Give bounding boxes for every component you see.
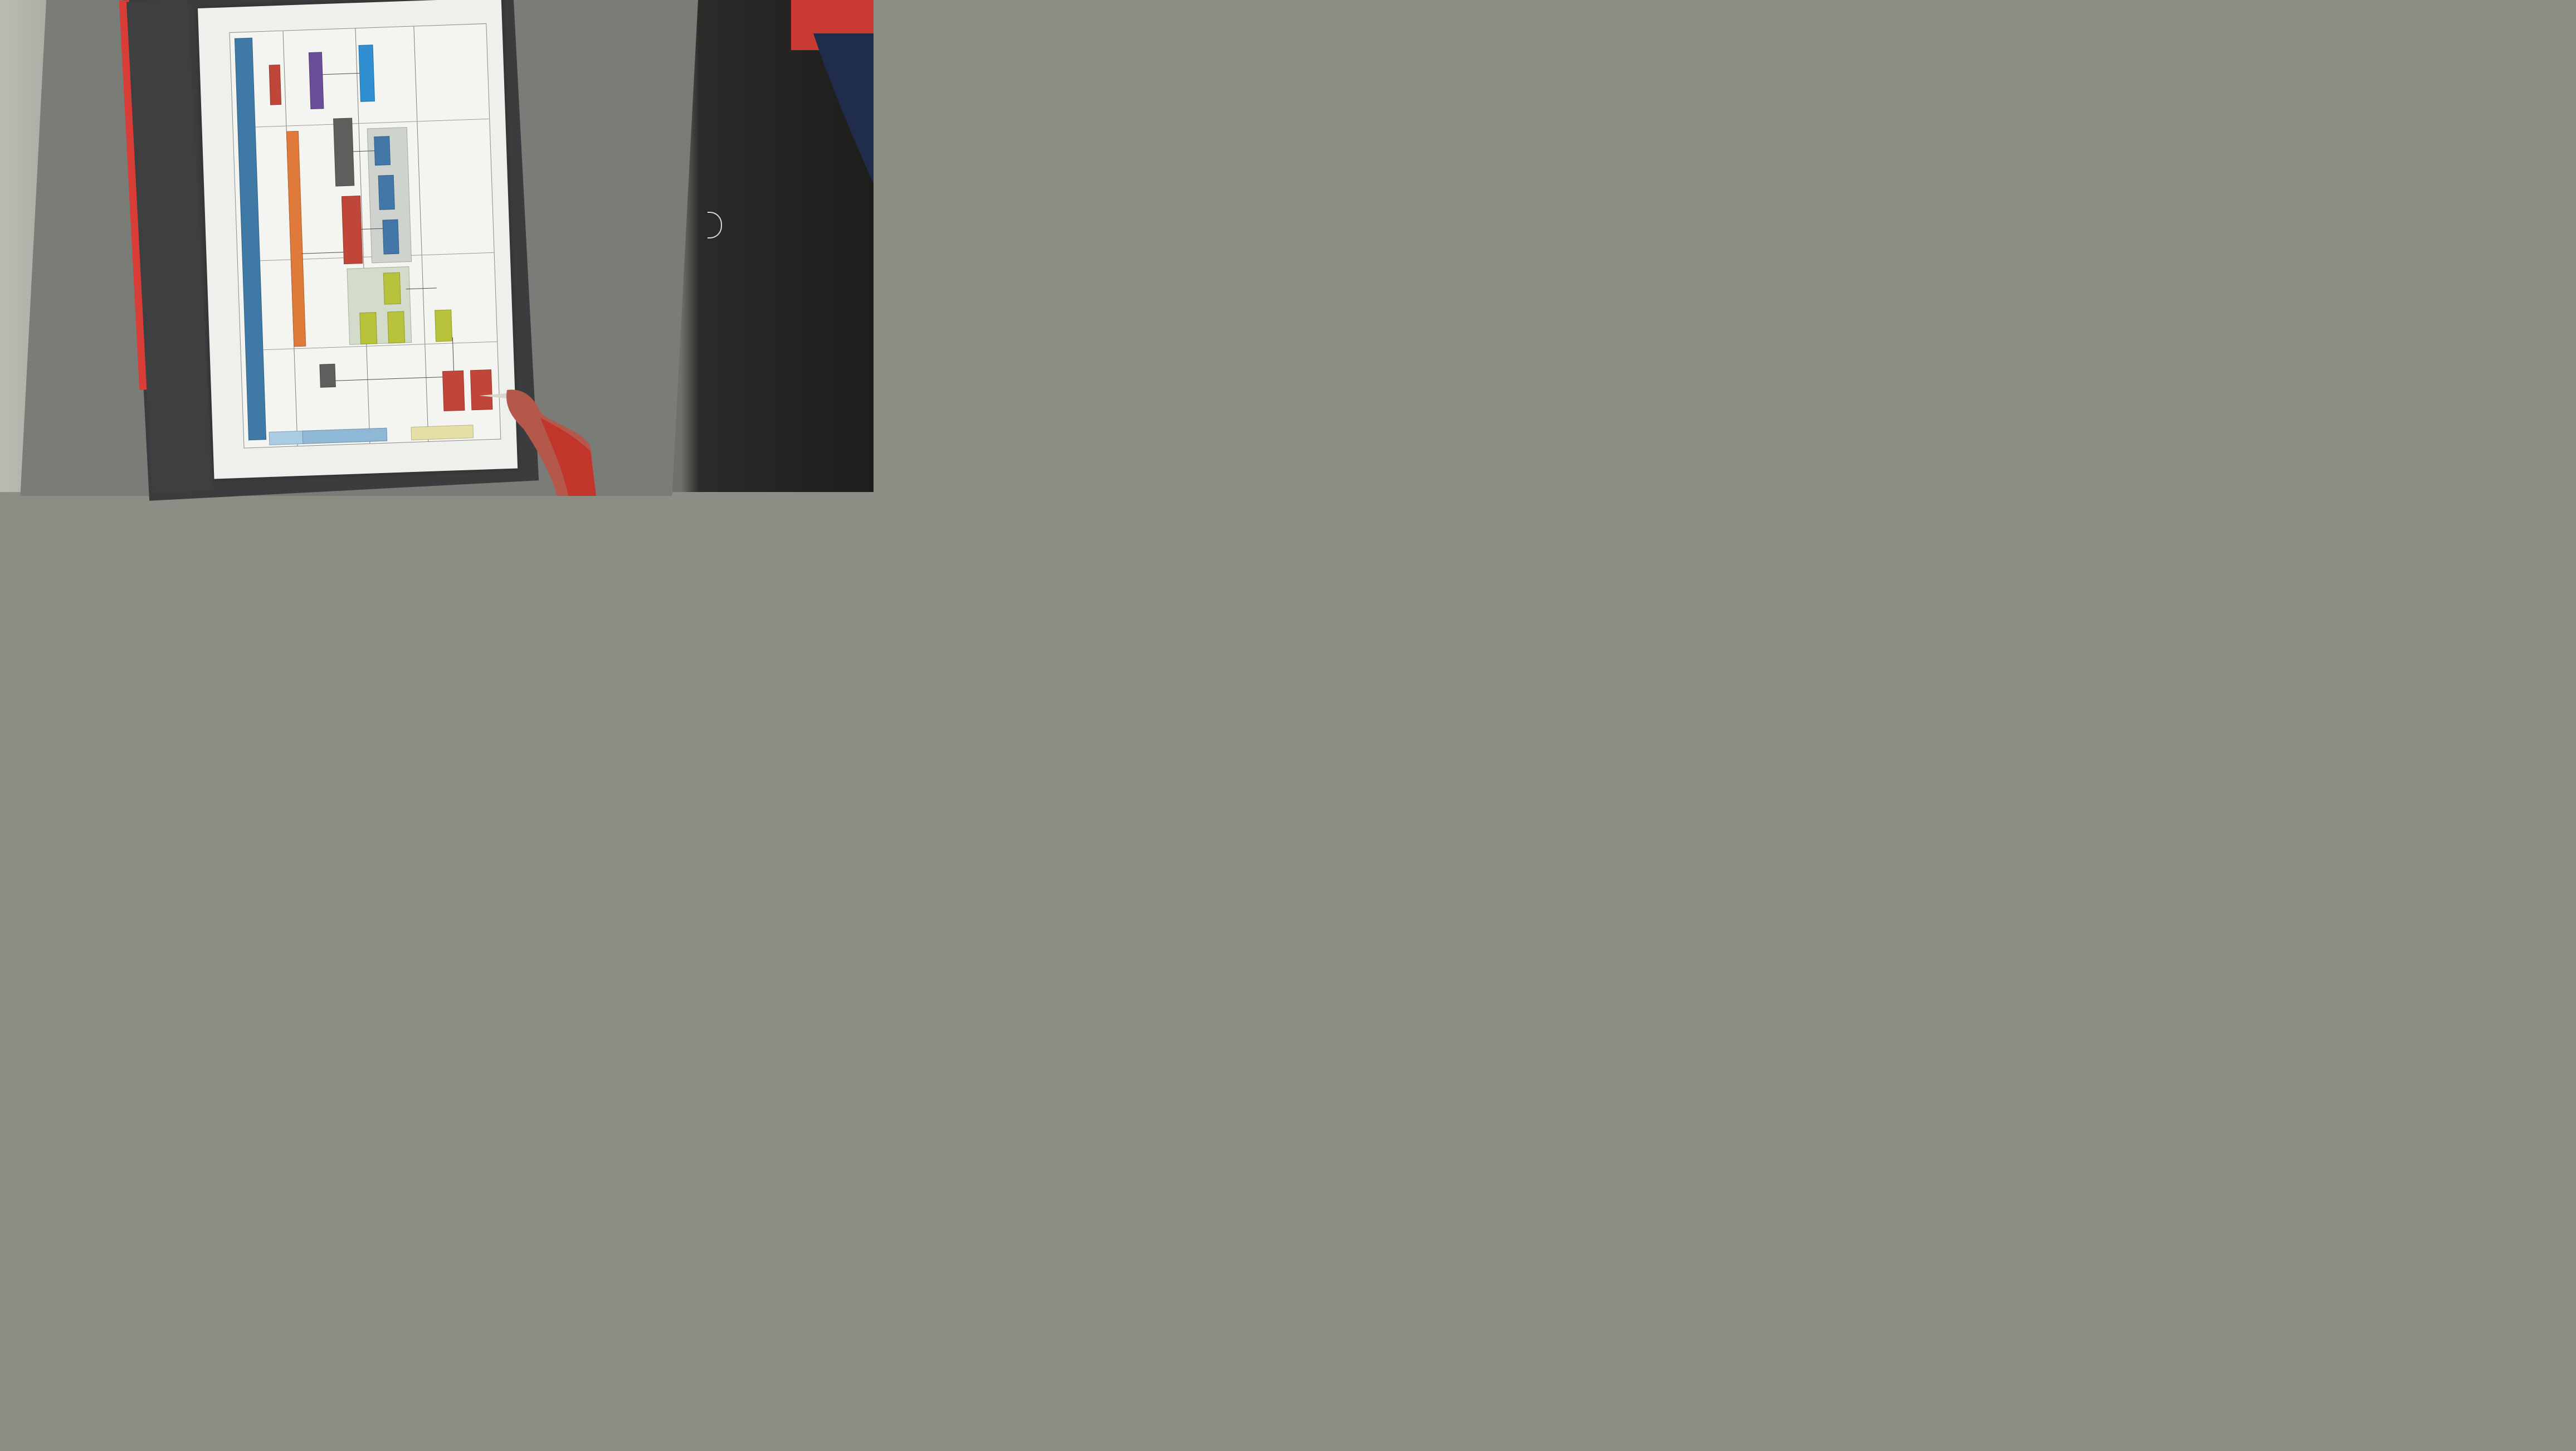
steel-box-1	[374, 136, 391, 166]
lane-label-eksperimental	[302, 427, 388, 444]
lane-divider	[413, 26, 429, 442]
red-box-middle	[341, 196, 363, 265]
olive-box-3	[387, 311, 406, 344]
cyan-box	[358, 45, 375, 102]
audience-person	[791, 0, 874, 184]
lane-label-pemrosesan	[411, 425, 474, 441]
roadmap-diagram	[229, 23, 501, 449]
roadmap-header-bar	[234, 37, 267, 441]
red-box-top	[269, 64, 282, 105]
orange-process-bar	[286, 130, 306, 347]
pen-icon	[479, 393, 513, 398]
olive-box-2	[359, 312, 378, 345]
connector-line	[301, 252, 344, 254]
row-divider	[255, 118, 490, 128]
olive-box-1	[383, 272, 401, 305]
sleeve-icon	[540, 418, 596, 496]
connector-line	[406, 288, 437, 290]
steel-box-3	[382, 219, 399, 255]
olive-box-4	[435, 309, 453, 342]
document-page	[198, 0, 518, 479]
red-box-bottom-1	[442, 370, 465, 412]
blue-cloth-icon	[813, 33, 874, 184]
steel-box-2	[378, 174, 395, 210]
gray-box	[333, 118, 355, 187]
gray-box-small	[319, 363, 336, 388]
presenter-hand	[479, 389, 596, 496]
purple-box	[308, 52, 324, 110]
lane-label-lainnya	[269, 430, 304, 445]
connector-line	[320, 72, 360, 75]
